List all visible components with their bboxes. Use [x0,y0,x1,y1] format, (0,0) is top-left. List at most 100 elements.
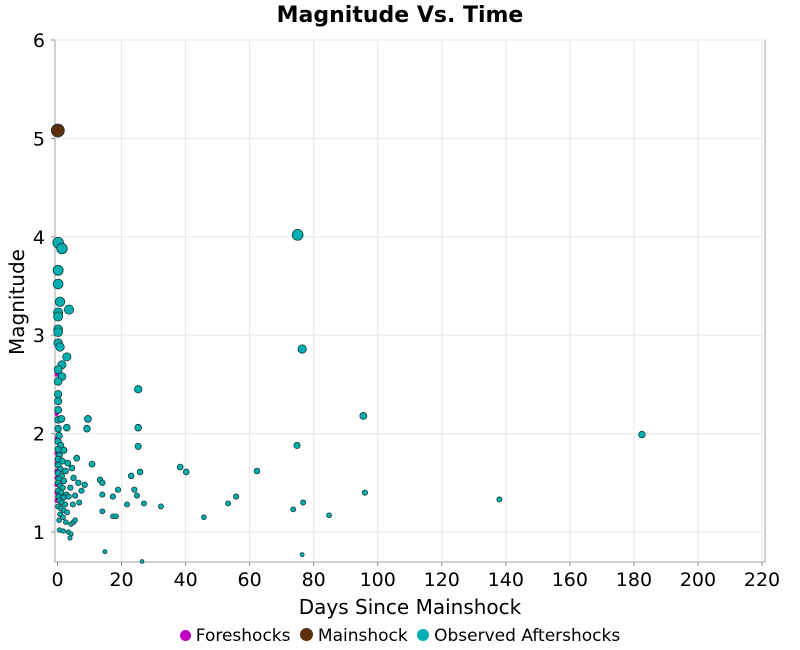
aftershock-point [293,441,301,449]
aftershock-point [53,327,63,338]
aftershock-point [134,385,143,394]
aftershock-point [84,414,92,423]
aftershock-point [114,486,122,493]
aftershock-point [52,264,64,276]
y-tick-label: 4 [33,227,45,249]
aftershock-point [54,390,63,399]
aftershock-point [64,304,75,315]
mainshock-point [50,123,65,138]
aftershock-point [109,493,116,500]
aftershock-point [496,496,503,503]
aftershock-point [638,430,646,439]
aftershock-point [133,492,140,499]
aftershock-point [134,442,142,450]
aftershock-point [299,552,305,558]
aftershock-point [68,464,76,472]
x-tick-label: 100 [360,569,396,591]
legend-label: Foreshocks [195,626,291,646]
aftershock-point [78,487,85,494]
aftershock-point [72,492,79,499]
x-tick-label: 180 [616,569,652,591]
aftershock-point [76,499,83,506]
aftershock-point [326,512,332,519]
y-tick-label: 3 [33,325,45,347]
aftershock-point [60,528,66,534]
aftershock-point [53,365,63,375]
legend: Foreshocks Mainshock Observed Aftershock… [0,626,800,646]
x-tick-label: 140 [488,569,524,591]
aftershock-point [201,514,207,521]
aftershock-point [60,477,68,485]
aftershock-point [233,493,240,500]
legend-label: Mainshock [317,626,408,646]
aftershock-point [62,467,69,475]
y-tick-label: 5 [33,128,45,150]
aftershock-point [67,535,73,541]
aftershock-point [56,242,68,255]
x-tick-label: 60 [238,569,262,591]
y-tick-label: 1 [33,522,45,544]
aftershock-point [64,459,72,467]
foreshock-marker-icon [179,630,191,641]
aftershock-point [72,517,78,523]
aftershock-point [57,414,66,423]
x-axis-label: Days Since Mainshock [299,595,522,619]
aftershock-point [69,501,76,508]
aftershock-point [99,508,106,515]
plot-area [54,39,766,563]
aftershock-point [54,296,66,307]
aftershock-point [139,559,145,564]
x-tick-label: 40 [173,569,197,591]
mainshock-marker-icon [299,628,313,641]
grid [55,39,765,562]
aftershock-point [83,424,91,433]
aftershock-point [75,479,82,486]
aftershock-point [300,499,307,506]
aftershock-point [64,509,70,516]
aftershock-point [67,484,74,491]
aftershock-point [62,352,72,362]
x-tick-label: 160 [552,569,588,591]
aftershock-point [99,491,106,498]
x-tick-label: 220 [744,569,780,591]
aftershock-point [63,519,69,525]
x-tick-label: 120 [424,569,460,591]
aftershock-point [127,472,135,480]
aftershock-point [54,424,62,433]
x-tick-label: 0 [51,569,63,591]
aftershock-point [359,411,368,420]
aftershock-point [290,506,297,513]
x-tick-label: 20 [109,569,133,591]
aftershock-point [182,468,190,476]
y-tick-label: 2 [33,424,45,446]
legend-foreshocks: Foreshocks [179,626,291,646]
aftershock-point [176,463,184,471]
aftershock-point [65,493,72,500]
aftershock-point [81,481,88,488]
aftershock-point [253,467,261,475]
aftershock-point [141,500,147,507]
aftershock-point [131,486,138,493]
aftershock-point [52,278,64,290]
chart-title: Magnitude Vs. Time [277,3,524,28]
aftershock-point [158,503,164,510]
x-tick-label: 200 [680,569,716,591]
aftershock-point [124,501,130,508]
aftershock-point [291,229,304,241]
aftershock-point [88,460,96,468]
aftershock-point [55,431,63,440]
aftershock-point [136,468,144,476]
y-axis-label: Magnitude [5,249,29,355]
y-tick-label: 6 [33,30,45,52]
aftershock-point [225,500,232,507]
aftershock-point [53,311,64,322]
aftershock-point [55,342,65,352]
aftershock-point [73,454,81,462]
aftershock-point [60,446,68,454]
aftershock-point [62,501,69,508]
legend-label: Observed Aftershocks [434,626,621,646]
aftershock-point [70,474,77,482]
x-tick-label: 80 [302,569,326,591]
aftershock-point [60,514,66,521]
